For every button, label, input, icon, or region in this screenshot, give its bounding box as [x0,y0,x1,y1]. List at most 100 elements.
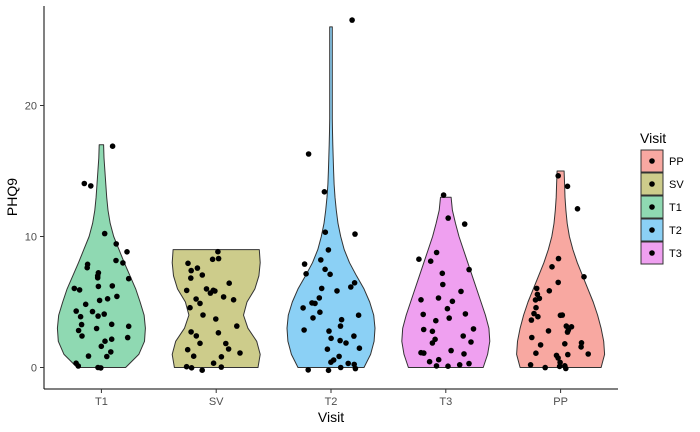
data-point-t1 [125,323,132,330]
data-point-t2 [337,364,344,371]
data-point-sv [184,346,191,353]
data-point-t3 [461,221,468,227]
data-point-sv [187,304,193,311]
legend-entries: PP SV T1 T2 T3 [640,149,684,265]
data-point-sv [197,300,203,307]
legend-key-point [649,158,655,164]
data-point-t3 [468,339,474,345]
data-point-t1 [108,321,115,328]
legend-key-point [649,204,655,210]
data-point-t3 [439,270,446,277]
data-point-t2 [328,335,334,342]
data-point-t2 [316,295,323,301]
data-point-t1 [82,301,89,308]
legend-label-t1: T1 [669,202,682,214]
data-point-t2 [326,328,332,334]
data-point-pp [565,351,571,358]
data-point-t3 [456,362,463,368]
data-point-t2 [352,365,359,372]
data-point-t1 [88,183,94,189]
data-point-t1 [81,180,88,187]
data-point-sv [197,340,203,347]
data-point-t3 [433,249,440,256]
data-point-pp [537,342,544,348]
data-point-t2 [317,309,323,316]
data-point-t1 [120,260,126,266]
data-point-t3 [420,311,427,318]
data-point-sv [225,346,232,352]
data-point-t3 [426,358,433,365]
data-point-t2 [300,305,306,311]
x-axis-title: Visit [318,409,344,425]
data-point-t2 [310,315,316,321]
data-point-pp [562,341,568,347]
x-tick-label: T1 [95,396,108,408]
data-point-sv [188,275,194,281]
data-point-t1 [101,230,108,237]
data-point-pp [578,344,584,350]
data-point-t2 [303,271,309,277]
data-point-sv [194,265,201,271]
data-point-t2 [325,247,332,253]
data-point-t1 [108,349,114,355]
data-point-t1 [113,241,119,247]
data-point-t1 [78,321,85,328]
data-point-sv [188,267,194,274]
y-tick-label: 10 [25,232,37,244]
y-axis-title: PHQ9 [4,178,20,216]
data-point-t2 [352,231,358,237]
data-point-t2 [351,361,358,368]
data-point-sv [200,312,206,318]
data-point-pp [578,340,585,346]
legend-key-point [649,250,655,256]
data-point-pp [545,328,552,334]
data-point-t1 [102,338,108,345]
data-point-sv [193,333,200,339]
data-point-t1 [104,296,111,302]
y-tick-label: 0 [31,363,37,375]
x-tick-label: SV [209,396,224,408]
data-point-t1 [113,257,119,264]
x-ticks: T1 SV T2 T3 PP [95,389,568,408]
data-point-t2 [356,345,363,352]
data-point-t1 [94,275,101,281]
data-point-t1 [73,308,79,314]
data-point-t1 [109,143,116,149]
data-point-t2 [318,257,324,263]
data-point-t2 [351,333,357,339]
violin-t3 [401,196,491,368]
data-point-t3 [445,215,452,221]
data-point-pp [563,365,569,372]
data-point-sv [203,286,210,292]
x-tick-label: T3 [439,396,452,408]
data-point-sv [218,354,225,360]
data-point-t1 [124,249,130,255]
data-point-sv [199,272,206,278]
data-point-sv [220,294,227,300]
legend-key-point [649,227,655,233]
data-point-t2 [330,357,337,363]
data-point-sv [223,340,229,347]
data-point-t2 [345,360,352,367]
x-tick-label: T2 [325,396,338,408]
data-point-t1 [108,336,115,343]
data-point-t1 [75,327,82,334]
data-point-sv [234,323,240,329]
data-point-t2 [355,312,362,319]
data-point-t3 [460,333,467,339]
data-point-t3 [470,326,477,332]
data-point-sv [215,248,221,255]
legend-label-t2: T2 [669,225,682,237]
data-point-pp [563,323,570,329]
data-point-pp [531,310,537,317]
data-point-pp [533,304,539,311]
data-point-sv [188,329,194,335]
data-point-t2 [322,266,328,273]
data-point-t3 [458,288,464,295]
data-point-pp [557,359,563,366]
data-point-pp [533,350,539,357]
data-point-t2 [318,285,325,292]
legend-label-sv: SV [669,179,684,191]
data-point-sv [185,260,191,267]
data-point-sv [193,296,199,302]
